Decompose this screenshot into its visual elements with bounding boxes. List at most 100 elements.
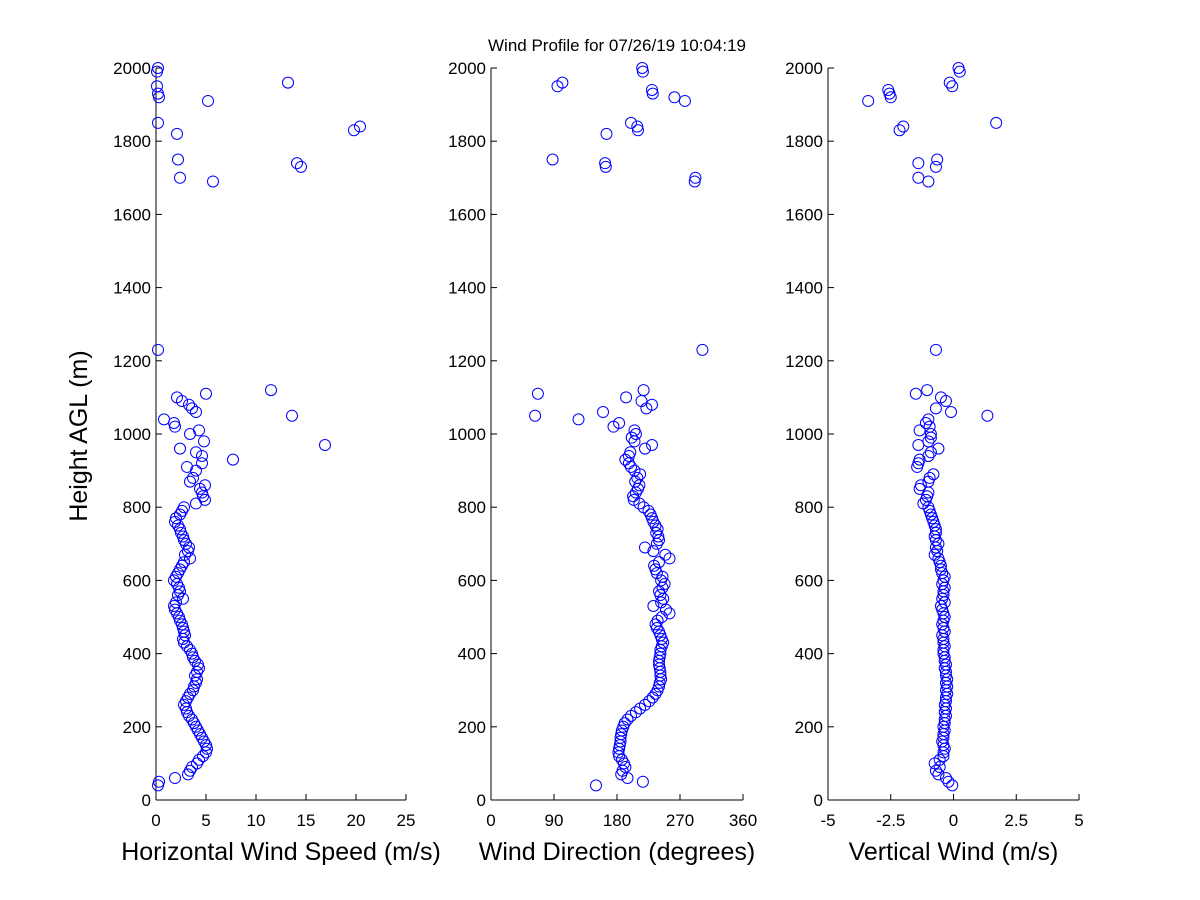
data-point (932, 442, 945, 455)
data-point (934, 559, 947, 572)
data-point (319, 438, 331, 451)
y-tick-label: 1000 (448, 425, 486, 444)
data-point (943, 76, 956, 89)
data-point (196, 486, 208, 499)
y-tick-label: 0 (142, 791, 151, 810)
data-point (646, 83, 658, 96)
panel-vertical: 0 200 400 600 800 1000 1200 1400 1600 1800 2000 -5 -… (785, 59, 1084, 866)
y-tick-label: 600 (458, 571, 486, 590)
data-point (200, 387, 212, 400)
data-point (152, 116, 164, 129)
data-point (942, 775, 955, 788)
data-point (174, 523, 186, 536)
data-point (177, 530, 189, 543)
data-point (631, 120, 644, 133)
y-tick-label: 1200 (448, 352, 486, 371)
data-point (169, 515, 181, 528)
data-point (647, 515, 660, 528)
data-point (668, 91, 681, 104)
data-point (640, 402, 653, 415)
data-point (625, 709, 637, 722)
data-point (169, 772, 181, 785)
y-tick-label: 1800 (113, 132, 151, 151)
data-point (893, 124, 906, 137)
data-point (929, 343, 942, 356)
data-point (168, 417, 180, 430)
y-tick-label: 1400 (448, 279, 486, 298)
data-point (938, 625, 951, 638)
data-point (169, 420, 181, 433)
data-point (187, 471, 199, 484)
y-tick-label: 1400 (113, 279, 151, 298)
data-point (556, 76, 569, 89)
data-point (174, 442, 186, 455)
x-axis-label: Wind Direction (degrees) (479, 838, 756, 866)
data-point (599, 160, 612, 173)
data-point (613, 742, 626, 755)
data-point (590, 779, 602, 792)
data-point (572, 413, 585, 426)
y-tick-label: 1200 (113, 352, 151, 371)
data-point (981, 409, 994, 422)
data-point (621, 772, 634, 785)
data-point (176, 618, 188, 631)
y-tick-label: 800 (458, 498, 486, 517)
data-point (649, 519, 662, 532)
data-point (663, 607, 676, 620)
x-tick-label: 0 (151, 811, 160, 830)
data-point (944, 406, 957, 419)
data-point (625, 116, 637, 129)
y-tick-label: 1600 (785, 205, 823, 224)
data-point (632, 124, 644, 137)
y-tick-label: 800 (123, 498, 151, 517)
data-point (933, 761, 946, 774)
data-point (177, 592, 189, 605)
data-point (919, 417, 932, 430)
data-point (924, 431, 937, 444)
y-tick-label: 1400 (785, 279, 823, 298)
data-point (912, 157, 925, 170)
data-point (913, 482, 926, 495)
data-point (186, 647, 198, 660)
data-point (635, 395, 648, 408)
data-point (862, 94, 875, 107)
data-point (939, 772, 952, 785)
data-point (650, 621, 663, 634)
data-point (939, 395, 952, 408)
data-point (597, 406, 609, 419)
data-point (897, 120, 910, 133)
data-point (649, 687, 662, 700)
data-point (921, 384, 934, 397)
data-point (531, 387, 544, 400)
data-point (546, 153, 559, 166)
x-tick-label: 5 (1074, 811, 1083, 830)
data-point (647, 545, 660, 558)
y-tick-label: 400 (795, 645, 823, 664)
data-point (655, 611, 668, 623)
data-point (286, 409, 298, 422)
x-tick-label: 25 (397, 811, 416, 830)
data-point (924, 428, 937, 440)
data-point (647, 600, 660, 613)
x-tick-label: 270 (666, 811, 694, 830)
data-point (657, 592, 670, 605)
y-tick-label: 2000 (113, 59, 151, 78)
data-point (182, 545, 194, 558)
data-point (932, 768, 945, 781)
data-point (620, 391, 633, 404)
data-point (633, 497, 646, 510)
data-point (628, 435, 641, 448)
data-point (678, 94, 691, 107)
data-point (637, 384, 650, 397)
y-tick-label: 800 (795, 498, 823, 517)
data-point (172, 153, 184, 166)
data-point (912, 438, 925, 451)
data-point (152, 779, 164, 792)
data-point (599, 157, 612, 170)
y-tick-label: 1600 (448, 205, 486, 224)
data-point (936, 578, 949, 591)
x-tick-label: -5 (820, 811, 835, 830)
x-tick-label: 10 (247, 811, 266, 830)
data-point (643, 695, 656, 708)
